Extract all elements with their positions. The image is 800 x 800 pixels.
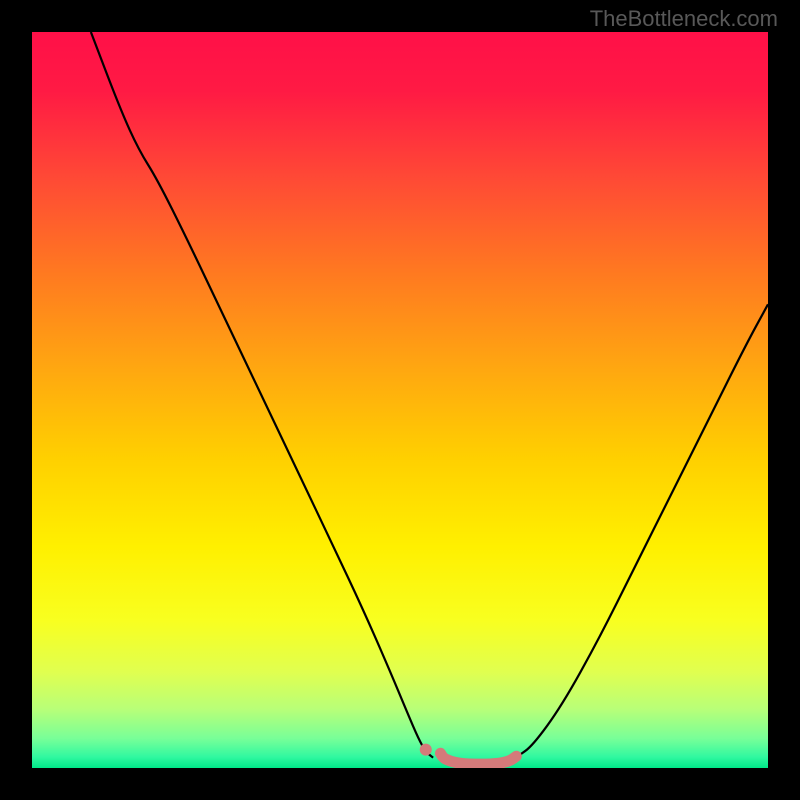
- series-bottom_flat_highlight: [440, 753, 516, 764]
- marker-dot_left_of_flat: [420, 744, 432, 756]
- plot-frame: [32, 32, 768, 768]
- chart-canvas: TheBottleneck.com: [0, 0, 800, 800]
- series-right_branch: [518, 304, 768, 756]
- plot-curves: [32, 32, 768, 768]
- watermark-text: TheBottleneck.com: [590, 6, 778, 32]
- series-left_branch: [91, 32, 433, 758]
